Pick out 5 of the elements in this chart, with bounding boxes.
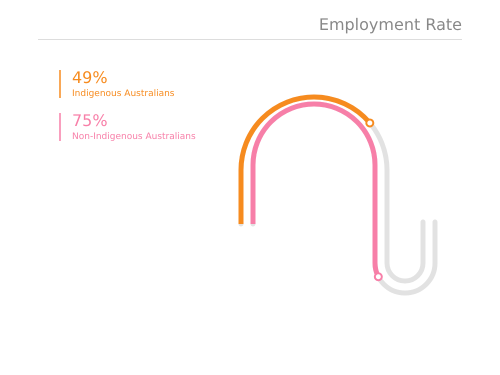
- text: Employment Rate: [318, 15, 462, 34]
- data-label: 49%: [72, 68, 108, 87]
- data-label: 75%: [72, 111, 108, 130]
- category-label: Non-Indigenous Australians: [72, 132, 196, 142]
- category-label: Indigenous Australians: [72, 89, 175, 99]
